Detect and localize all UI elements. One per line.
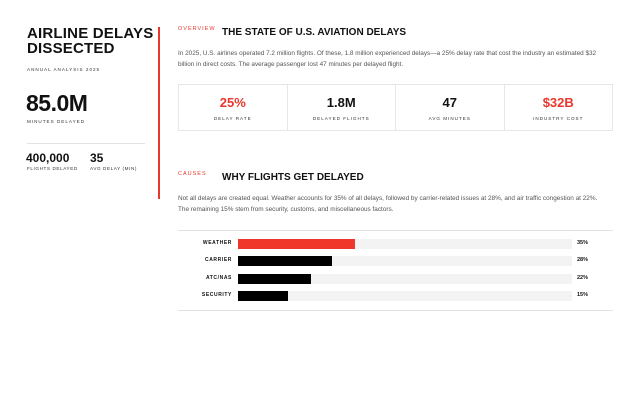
stat-cell: 47 AVG MINUTES	[396, 85, 505, 130]
bar-row: SECURITY 15%	[178, 291, 613, 301]
subtitle: ANNUAL ANALYSIS 2025	[27, 67, 101, 72]
divider	[178, 310, 613, 311]
bar	[238, 256, 332, 266]
title: AIRLINE DELAYS DISSECTED	[27, 25, 154, 57]
bar	[238, 239, 355, 249]
bar-value: 35%	[577, 240, 589, 246]
bar-track	[238, 256, 572, 266]
bar-label: ATC/NAS	[205, 275, 232, 281]
bar-value: 15%	[577, 292, 589, 298]
stat-label: AVG MINUTES	[428, 116, 471, 121]
paragraph: In 2025, U.S. airlines operated 7.2 mill…	[178, 50, 597, 68]
stat-value: 400,000	[26, 151, 70, 165]
bar-row: WEATHER 35%	[178, 239, 613, 249]
bar-row: ATC/NAS 22%	[178, 274, 613, 284]
headline-label: MINUTES DELAYED	[27, 119, 86, 124]
stat-value: 1.8M	[326, 95, 356, 110]
bar-track	[238, 291, 572, 301]
stat-label: DELAY RATE	[213, 116, 252, 121]
bar-label: SECURITY	[201, 292, 232, 298]
kicker: OVERVIEW	[178, 26, 216, 32]
bar	[238, 291, 289, 301]
bar-track	[238, 274, 572, 284]
stat-box: 25% DELAY RATE 1.8M DELAYED FLIGHTS 47 AVG …	[178, 84, 613, 131]
stat-value: 25%	[219, 95, 246, 110]
stat-label: DELAYED FLIGHTS	[312, 116, 370, 121]
stat-cell: 1.8M DELAYED FLIGHTS	[288, 85, 396, 130]
bar-value: 22%	[577, 275, 589, 281]
bar-track	[238, 239, 572, 249]
bar-label: WEATHER	[202, 240, 232, 246]
kicker: CAUSES	[178, 171, 207, 177]
stat-value: 35	[90, 151, 104, 165]
stat-cell: $32B INDUSTRY COST	[505, 85, 613, 130]
divider	[27, 143, 145, 144]
bar-label: CARRIER	[205, 257, 232, 263]
stat-label: AVG DELAY (MIN)	[90, 166, 138, 171]
divider	[178, 230, 613, 231]
bar-row: CARRIER 28%	[178, 256, 613, 266]
bar-value: 28%	[577, 257, 589, 263]
paragraph: Not all delays are created equal. Weathe…	[178, 195, 598, 213]
headline-value: 85.0M	[26, 90, 88, 116]
bar	[238, 274, 312, 284]
stat-label: FLIGHTS DELAYED	[27, 166, 78, 171]
accent-line	[158, 27, 160, 199]
heading: WHY FLIGHTS GET DELAYED	[222, 172, 364, 183]
heading: THE STATE OF U.S. AVIATION DELAYS	[222, 27, 407, 38]
stat-cell: 25% DELAY RATE	[179, 85, 288, 130]
stat-label: INDUSTRY COST	[533, 116, 584, 121]
stat-value: 47	[442, 95, 457, 110]
stat-value: $32B	[542, 95, 574, 110]
